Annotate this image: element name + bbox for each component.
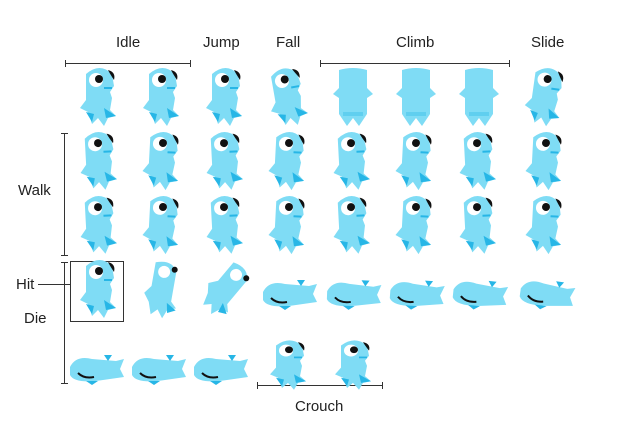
sprite-walk-frame — [395, 196, 432, 255]
label-slide: Slide — [531, 34, 565, 51]
sprite-die-frame — [203, 262, 250, 315]
sprite-die-frame — [132, 355, 186, 385]
sprite-walk-frame — [142, 196, 179, 255]
idle-bracket — [65, 60, 191, 67]
sprite-crouch-frame — [335, 340, 371, 390]
sprite-walk-frame — [395, 132, 432, 191]
sprite-walk-frame — [268, 132, 305, 191]
sprite-walk-frame — [80, 132, 117, 190]
die-bracket — [61, 262, 68, 384]
sprite-climb-frame — [459, 68, 499, 126]
sprite-idle-frame — [143, 68, 179, 126]
sprite-walk-frame — [80, 196, 117, 254]
sprite-walk-frame — [206, 132, 243, 190]
sprite-die-frame — [70, 355, 124, 385]
sprite-walk-frame — [525, 132, 562, 191]
sprite-die-frame — [326, 280, 382, 310]
sprite-climb-frame — [333, 68, 373, 126]
label-hit: Hit — [16, 276, 35, 293]
label-die: Die — [24, 310, 47, 327]
label-fall: Fall — [276, 34, 301, 51]
sprite-idle-frame — [80, 68, 116, 126]
sprite-walk-frame — [459, 132, 496, 190]
hit-pointer-line — [38, 284, 70, 285]
label-crouch: Crouch — [295, 398, 344, 415]
sprite-die-frame — [389, 280, 445, 310]
sprite-jump-frame — [206, 68, 242, 126]
sprite-crouch-frame — [270, 340, 306, 390]
sprite-die-frame — [263, 280, 317, 310]
label-walk: Walk — [18, 182, 51, 199]
walk-bracket — [61, 133, 68, 256]
sprite-die-frame — [194, 355, 248, 385]
label-idle: Idle — [116, 34, 141, 51]
sprite-die-frame — [452, 280, 509, 310]
sprite-walk-frame — [206, 196, 243, 254]
sprite-walk-frame — [142, 132, 179, 191]
climb-bracket — [320, 60, 510, 67]
sprite-die-frame — [519, 281, 576, 310]
label-climb: Climb — [396, 34, 435, 51]
sprite-slide-frame — [524, 68, 564, 127]
sprite-die-frame — [144, 261, 178, 319]
crouch-bracket — [257, 382, 383, 389]
sprite-walk-frame — [459, 196, 496, 254]
sprite-climb-frame — [396, 68, 436, 126]
sprite-walk-frame — [333, 132, 370, 190]
sprite-walk-frame — [525, 196, 562, 255]
sprite-fall-frame — [271, 68, 308, 125]
label-jump: Jump — [203, 34, 240, 51]
sprite-walk-frame — [268, 196, 305, 255]
sprite-hit-frame — [80, 260, 116, 318]
sprite-walk-frame — [333, 196, 370, 254]
